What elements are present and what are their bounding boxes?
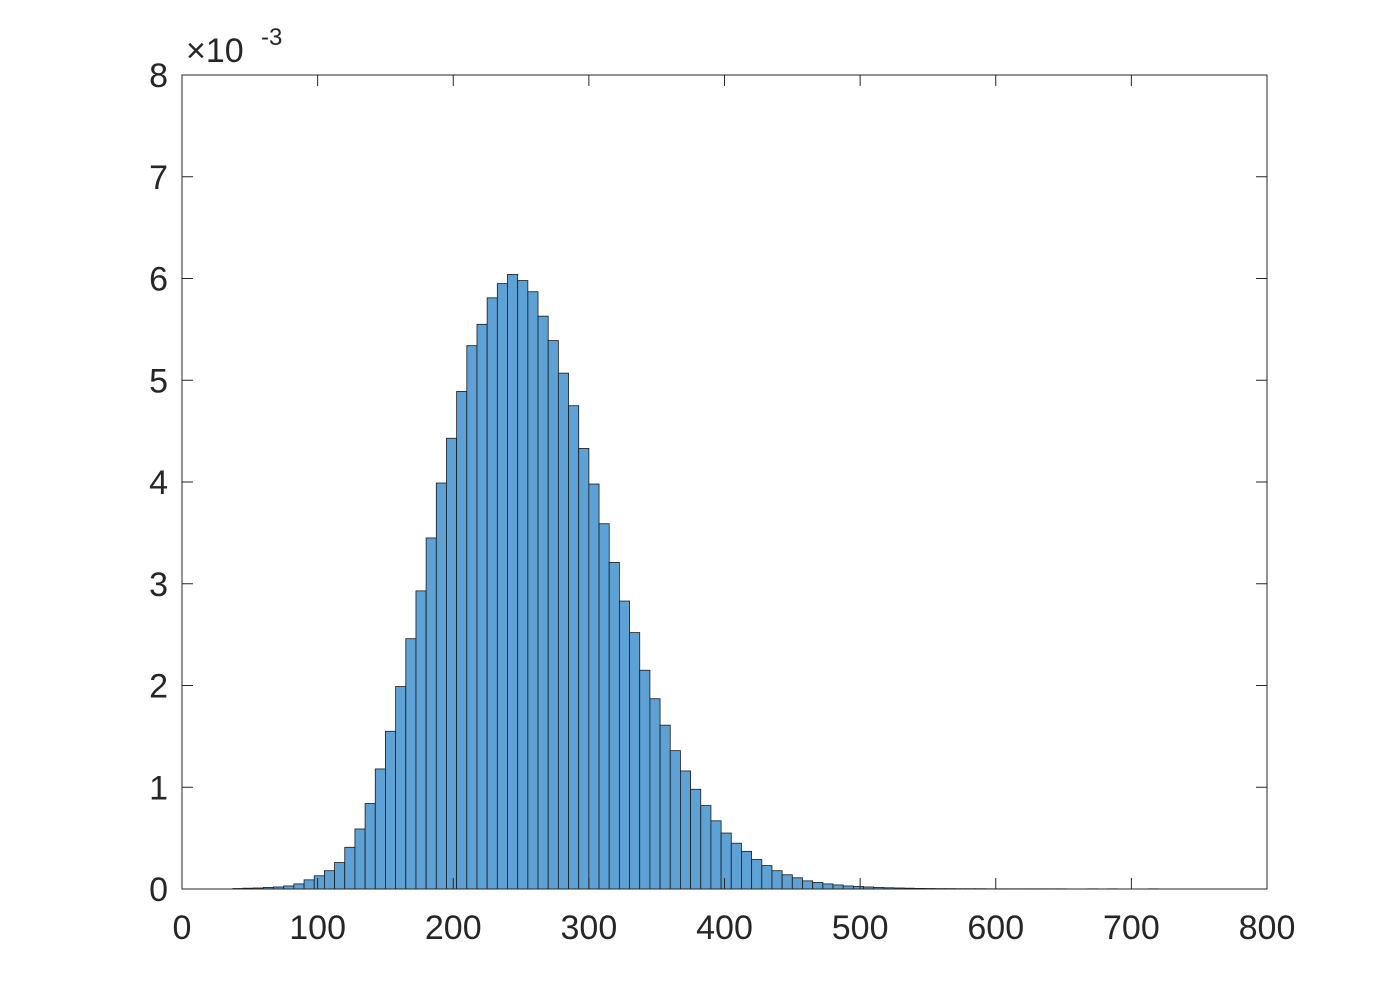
axes-box [181,74,1268,890]
bar [802,880,814,890]
bar [812,881,824,890]
bar [680,770,691,890]
bar [405,638,417,890]
y-tick-label: 1 [149,769,168,807]
y-tick-label: 6 [149,261,168,299]
bar [446,437,458,890]
bar [690,788,702,890]
bar [527,291,539,890]
bar [456,391,468,890]
bar [710,820,722,890]
x-tick-label: 100 [289,909,346,947]
x-tick-label: 400 [696,909,753,947]
bar [354,828,366,890]
bar [395,686,407,890]
bar [741,850,753,890]
y-tick-label: 3 [149,566,168,604]
bar [293,883,305,890]
bar [771,870,783,890]
bar [588,483,600,890]
bar [537,315,549,890]
bar [344,846,356,890]
x-tick-label: 800 [1239,909,1296,947]
bar [385,730,397,890]
bar [496,283,508,890]
bar [507,274,519,890]
bar [751,859,763,890]
bar [578,448,590,890]
bar [486,297,498,890]
bar [425,537,437,890]
bar [629,632,641,890]
bar [466,345,478,890]
bar [639,669,651,890]
bar [547,340,559,890]
bar [669,750,681,890]
bar [720,832,732,890]
y-tick-label: 0 [149,871,168,909]
bar [618,600,630,890]
x-tick-label: 0 [173,909,192,947]
x-tick-label: 200 [425,909,482,947]
bar [832,884,844,890]
bar [822,883,834,890]
x-tick-label: 600 [967,909,1024,947]
bar [649,698,661,890]
y-tick-label: 5 [149,362,168,400]
y-tick-label: 8 [149,57,168,95]
bar [557,372,569,890]
x-tick-label: 500 [832,909,889,947]
y-tick-label: 4 [149,464,168,502]
bar [608,561,620,890]
bar [364,803,376,890]
y-exponent-multiplier: ×10 [186,32,244,70]
bar [476,323,488,890]
y-tick-label: 2 [149,668,168,706]
bar [324,870,335,890]
bar [517,280,529,890]
bar [374,768,386,890]
bar [791,877,803,890]
bar [334,862,346,890]
x-tick-label: 300 [561,909,618,947]
bar [313,875,325,890]
bar [761,865,773,890]
y-exponent: -3 [261,24,282,51]
bar [781,874,793,890]
bar [659,724,671,890]
bar [730,842,742,890]
bar [568,405,580,890]
bar [303,879,315,890]
bar [415,590,427,890]
x-tick-label: 700 [1103,909,1160,947]
y-tick-label: 7 [149,159,168,197]
bar [700,805,712,890]
bar [598,523,610,890]
bar [435,482,447,890]
